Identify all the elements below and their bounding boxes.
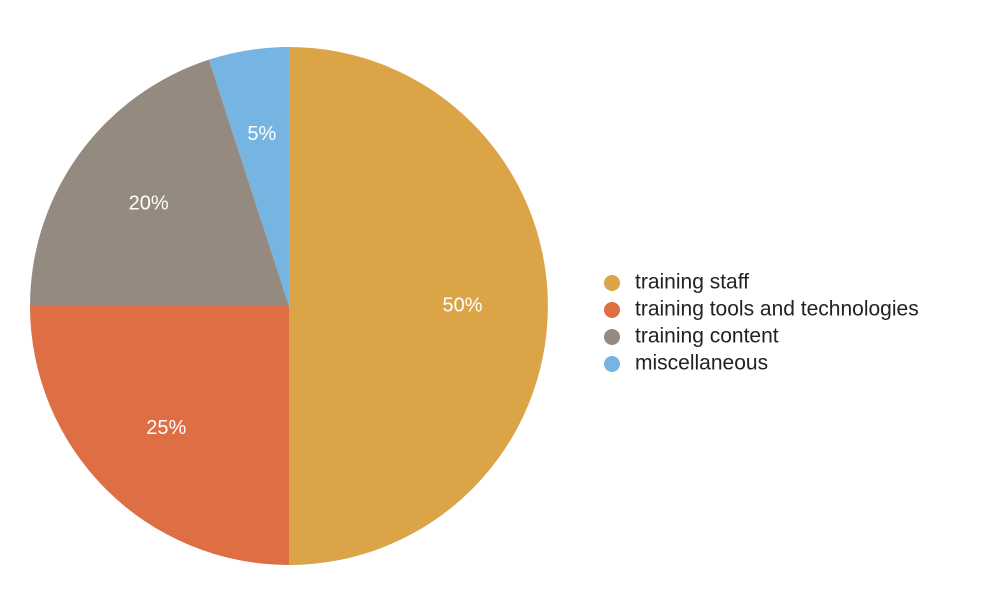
legend-marker: [604, 329, 620, 345]
slice-label: 5%: [247, 123, 276, 145]
pie-slice: [289, 47, 548, 565]
legend-label: training content: [635, 325, 779, 348]
legend-label: training staff: [635, 271, 749, 294]
slice-label: 20%: [129, 192, 169, 214]
legend-label: miscellaneous: [635, 352, 768, 375]
slice-label: 25%: [146, 417, 186, 439]
legend-marker: [604, 356, 620, 372]
legend-label: training tools and technologies: [635, 298, 919, 321]
legend-marker: [604, 275, 620, 291]
slice-label: 50%: [443, 294, 483, 316]
pie-slice: [208, 47, 289, 306]
legend-marker: [604, 302, 620, 318]
pie-slice: [30, 59, 289, 306]
pie-slice: [30, 306, 289, 565]
